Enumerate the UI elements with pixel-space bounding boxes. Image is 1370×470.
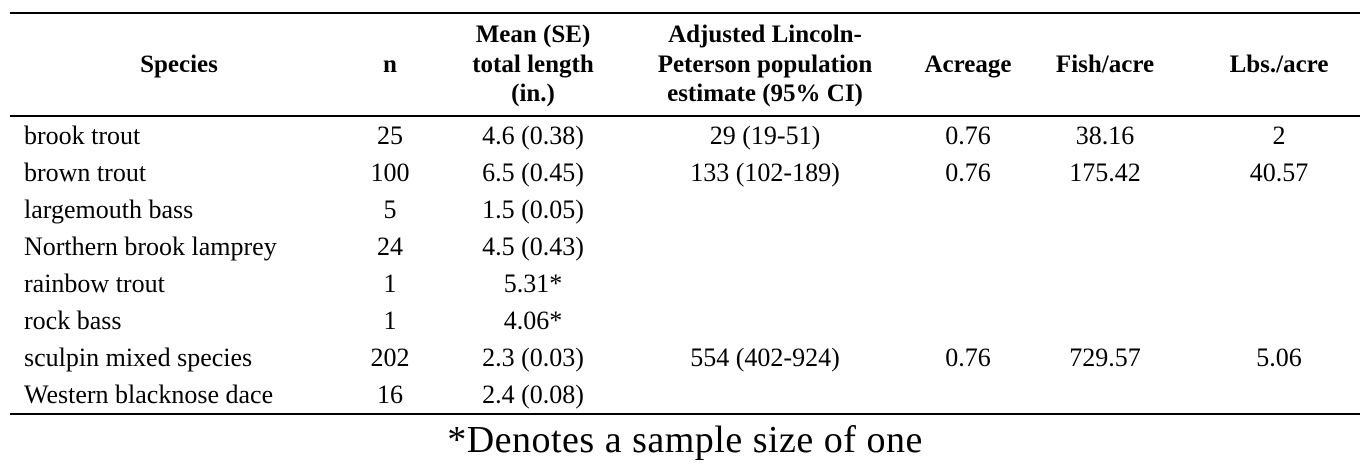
- lbs-per-acre-cell: 5.06: [1256, 343, 1302, 372]
- n-cell: 100: [370, 158, 410, 187]
- lbs-per-acre-cell: [1198, 228, 1360, 265]
- acreage-cell: [924, 265, 1012, 302]
- fish-survey-table: Species n Mean (SE) total length (in.) A…: [10, 12, 1360, 415]
- column-header-acreage: Acreage: [924, 13, 1012, 117]
- n-cell: 1: [383, 306, 397, 335]
- lbs-per-acre-cell: [1198, 302, 1360, 339]
- n-cell: 202: [370, 343, 410, 372]
- population-estimate-cell: 554 (402-924): [690, 343, 840, 372]
- lbs-per-acre-cell: 40.57: [1249, 158, 1309, 187]
- mean-length-cell: 4.6 (0.38): [482, 121, 584, 150]
- fish-per-acre-cell: 729.57: [1069, 343, 1141, 372]
- population-estimate-cell: [606, 191, 924, 228]
- population-estimate-cell: [606, 265, 924, 302]
- mean-length-cell: 6.5 (0.45): [482, 158, 584, 187]
- mean-length-cell: 2.4 (0.08): [460, 376, 606, 415]
- acreage-cell: 0.76: [945, 121, 991, 150]
- fish-per-acre-cell: [1012, 265, 1198, 302]
- population-estimate-cell: [606, 376, 924, 415]
- table-row-rainbow-trout: rainbow trout 1 5.31*: [10, 265, 1360, 302]
- mean-length-cell: 5.31*: [503, 269, 563, 298]
- fish-per-acre-cell: 38.16: [1075, 121, 1135, 150]
- acreage-cell: [924, 228, 1012, 265]
- mean-length-cell: 1.5 (0.05): [482, 195, 584, 224]
- species-cell: rainbow trout: [24, 269, 165, 298]
- column-header-species: Species: [10, 13, 320, 117]
- population-estimate-cell: [606, 302, 924, 339]
- acreage-cell: [924, 302, 1012, 339]
- lbs-per-acre-cell: [1198, 376, 1360, 415]
- species-cell: brook trout: [24, 121, 141, 150]
- mean-length-cell: 4.06*: [503, 306, 563, 335]
- column-header-fish-per-acre: Fish/acre: [1012, 13, 1198, 117]
- fish-per-acre-cell: [1012, 228, 1198, 265]
- table-row-brook-trout: brook trout 25 4.6 (0.38) 29 (19-51) 0.7…: [10, 116, 1360, 154]
- fish-per-acre-cell: [1012, 376, 1198, 415]
- population-estimate-cell: 133 (102-189): [690, 158, 840, 187]
- species-cell: largemouth bass: [24, 195, 194, 224]
- population-estimate-cell: 29 (19-51): [709, 121, 821, 150]
- table-row-rock-bass: rock bass 1 4.06*: [10, 302, 1360, 339]
- n-cell: 25: [377, 121, 403, 150]
- n-cell: 1: [383, 269, 397, 298]
- lbs-per-acre-cell: [1198, 265, 1360, 302]
- n-cell: 24: [377, 232, 403, 261]
- table-row-sculpin-mixed-species: sculpin mixed species 202 2.3 (0.03) 554…: [10, 339, 1360, 376]
- table-row-largemouth-bass: largemouth bass 5 1.5 (0.05): [10, 191, 1360, 228]
- fish-per-acre-cell: [1012, 302, 1198, 339]
- lbs-per-acre-cell: [1198, 191, 1360, 228]
- column-header-population-estimate: Adjusted Lincoln- Peterson population es…: [606, 13, 924, 117]
- n-cell: 5: [383, 195, 397, 224]
- population-estimate-cell: [606, 228, 924, 265]
- column-header-lbs-per-acre: Lbs./acre: [1198, 13, 1360, 117]
- species-cell: Western blacknose dace: [10, 376, 320, 415]
- column-header-mean-total-length: Mean (SE) total length (in.): [460, 13, 606, 117]
- n-cell: 16: [320, 376, 460, 415]
- lbs-per-acre-cell: 2: [1272, 121, 1286, 150]
- fish-per-acre-cell: 175.42: [1069, 158, 1141, 187]
- table-row-northern-brook-lamprey: Northern brook lamprey 24 4.5 (0.43): [10, 228, 1360, 265]
- species-cell: sculpin mixed species: [24, 343, 253, 372]
- species-cell: rock bass: [24, 306, 122, 335]
- sample-size-footnote: *Denotes a sample size of one: [447, 419, 923, 461]
- species-cell: brown trout: [24, 158, 147, 187]
- acreage-cell: 0.76: [945, 158, 991, 187]
- species-cell: Northern brook lamprey: [24, 232, 277, 261]
- mean-length-cell: 2.3 (0.03): [482, 343, 584, 372]
- table-row-brown-trout: brown trout 100 6.5 (0.45) 133 (102-189)…: [10, 154, 1360, 191]
- table-row-western-blacknose-dace: Western blacknose dace 16 2.4 (0.08): [10, 376, 1360, 415]
- fish-per-acre-cell: [1012, 191, 1198, 228]
- acreage-cell: [924, 191, 1012, 228]
- column-header-n: n: [320, 13, 460, 117]
- acreage-cell: 0.76: [945, 343, 991, 372]
- acreage-cell: [924, 376, 1012, 415]
- mean-length-cell: 4.5 (0.43): [482, 232, 584, 261]
- table-header-row: Species n Mean (SE) total length (in.) A…: [10, 13, 1360, 117]
